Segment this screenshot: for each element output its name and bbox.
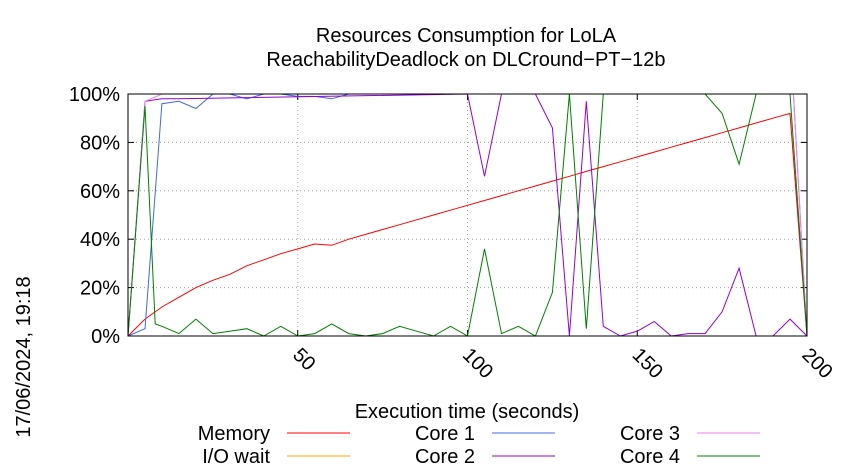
chart-title-line-1: Resources Consumption for LoLA	[316, 25, 617, 47]
x-axis-ticks: 50 100 150 200	[288, 94, 837, 383]
x-axis-label: Execution time (seconds)	[355, 401, 580, 423]
legend-label-core-4: Core 4	[620, 446, 680, 468]
legend-label-core-3: Core 3	[620, 423, 680, 445]
x-tick-label: 200	[797, 344, 836, 383]
y-tick-label: 60%	[80, 181, 120, 203]
y-tick-label: 100%	[69, 84, 120, 106]
series-line-core-2	[127, 93, 808, 337]
y-tick-label: 0%	[91, 326, 120, 348]
y-axis-ticks: 0% 20% 40% 60% 80% 100%	[69, 84, 807, 348]
series-line-memory	[127, 112, 808, 337]
y-tick-label: 40%	[80, 229, 120, 251]
y-tick-label: 20%	[80, 278, 120, 300]
x-tick-label: 50	[288, 344, 319, 375]
legend-label-core-2: Core 2	[415, 446, 475, 468]
chart-title-line-2: ReachabilityDeadlock on DLCround−PT−12b	[266, 49, 665, 71]
legend-label-i-o-wait: I/O wait	[202, 446, 270, 468]
plot-border	[127, 93, 808, 337]
legend-label-core-1: Core 1	[415, 423, 475, 445]
timestamp: 17/06/2024, 19:18	[13, 276, 35, 437]
grid-lines	[128, 94, 807, 336]
x-tick-label: 150	[628, 344, 667, 383]
legend-label-memory: Memory	[198, 423, 270, 445]
x-tick-label: 100	[458, 344, 497, 383]
y-tick-label: 80%	[80, 132, 120, 154]
